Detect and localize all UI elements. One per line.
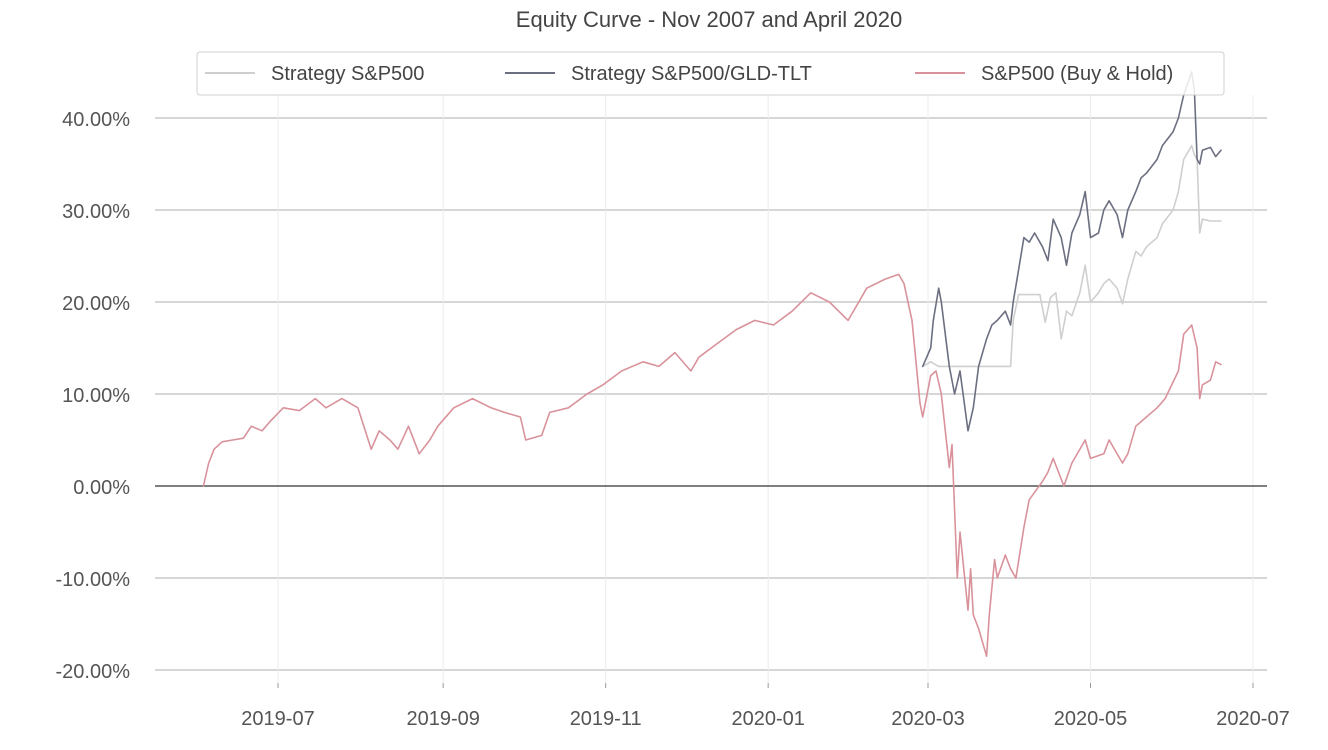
legend-label-strategy-s-p500: Strategy S&P500 <box>271 63 424 85</box>
y-tick-label: -20.00% <box>56 661 131 683</box>
axis-layer: 40.00% 30.00% 20.00% 10.00% 0.00% -10.00% -20.… <box>56 109 1290 730</box>
x-tick-label: 2020-07 <box>1216 708 1289 730</box>
series-line-strategy-s-p500-gld-tlt <box>921 71 1222 432</box>
y-tick-label: 20.00% <box>62 293 130 315</box>
series-line-s-p500-buy-hold <box>202 273 1222 657</box>
y-tick-label: -10.00% <box>56 569 131 591</box>
legend-label-strategy-s-p500-gld-tlt: Strategy S&P500/GLD-TLT <box>571 63 812 85</box>
legend-frame <box>196 51 1225 96</box>
y-tick-label: 0.00% <box>73 477 130 499</box>
x-tick-label: 2020-03 <box>891 708 964 730</box>
x-tick-label: 2019-07 <box>241 708 314 730</box>
series-layer <box>202 71 1222 657</box>
x-tick-label: 2020-01 <box>731 708 804 730</box>
legend: Strategy S&P500 Strategy S&P500/GLD-TLT S&… <box>196 51 1225 96</box>
y-tick-label: 30.00% <box>62 201 130 223</box>
legend-label-s-p500-buy-hold: S&P500 (Buy & Hold) <box>981 63 1173 85</box>
y-tick-label: 40.00% <box>62 109 130 131</box>
grid-layer <box>155 95 1267 683</box>
x-tick-label: 2020-05 <box>1054 708 1127 730</box>
y-tick-label: 10.00% <box>62 385 130 407</box>
chart-title: Equity Curve - Nov 2007 and April 2020 <box>516 7 902 32</box>
x-tick-label: 2019-09 <box>406 708 479 730</box>
x-tick-label: 2019-11 <box>570 708 642 730</box>
series-line-strategy-s-p500 <box>921 144 1222 368</box>
